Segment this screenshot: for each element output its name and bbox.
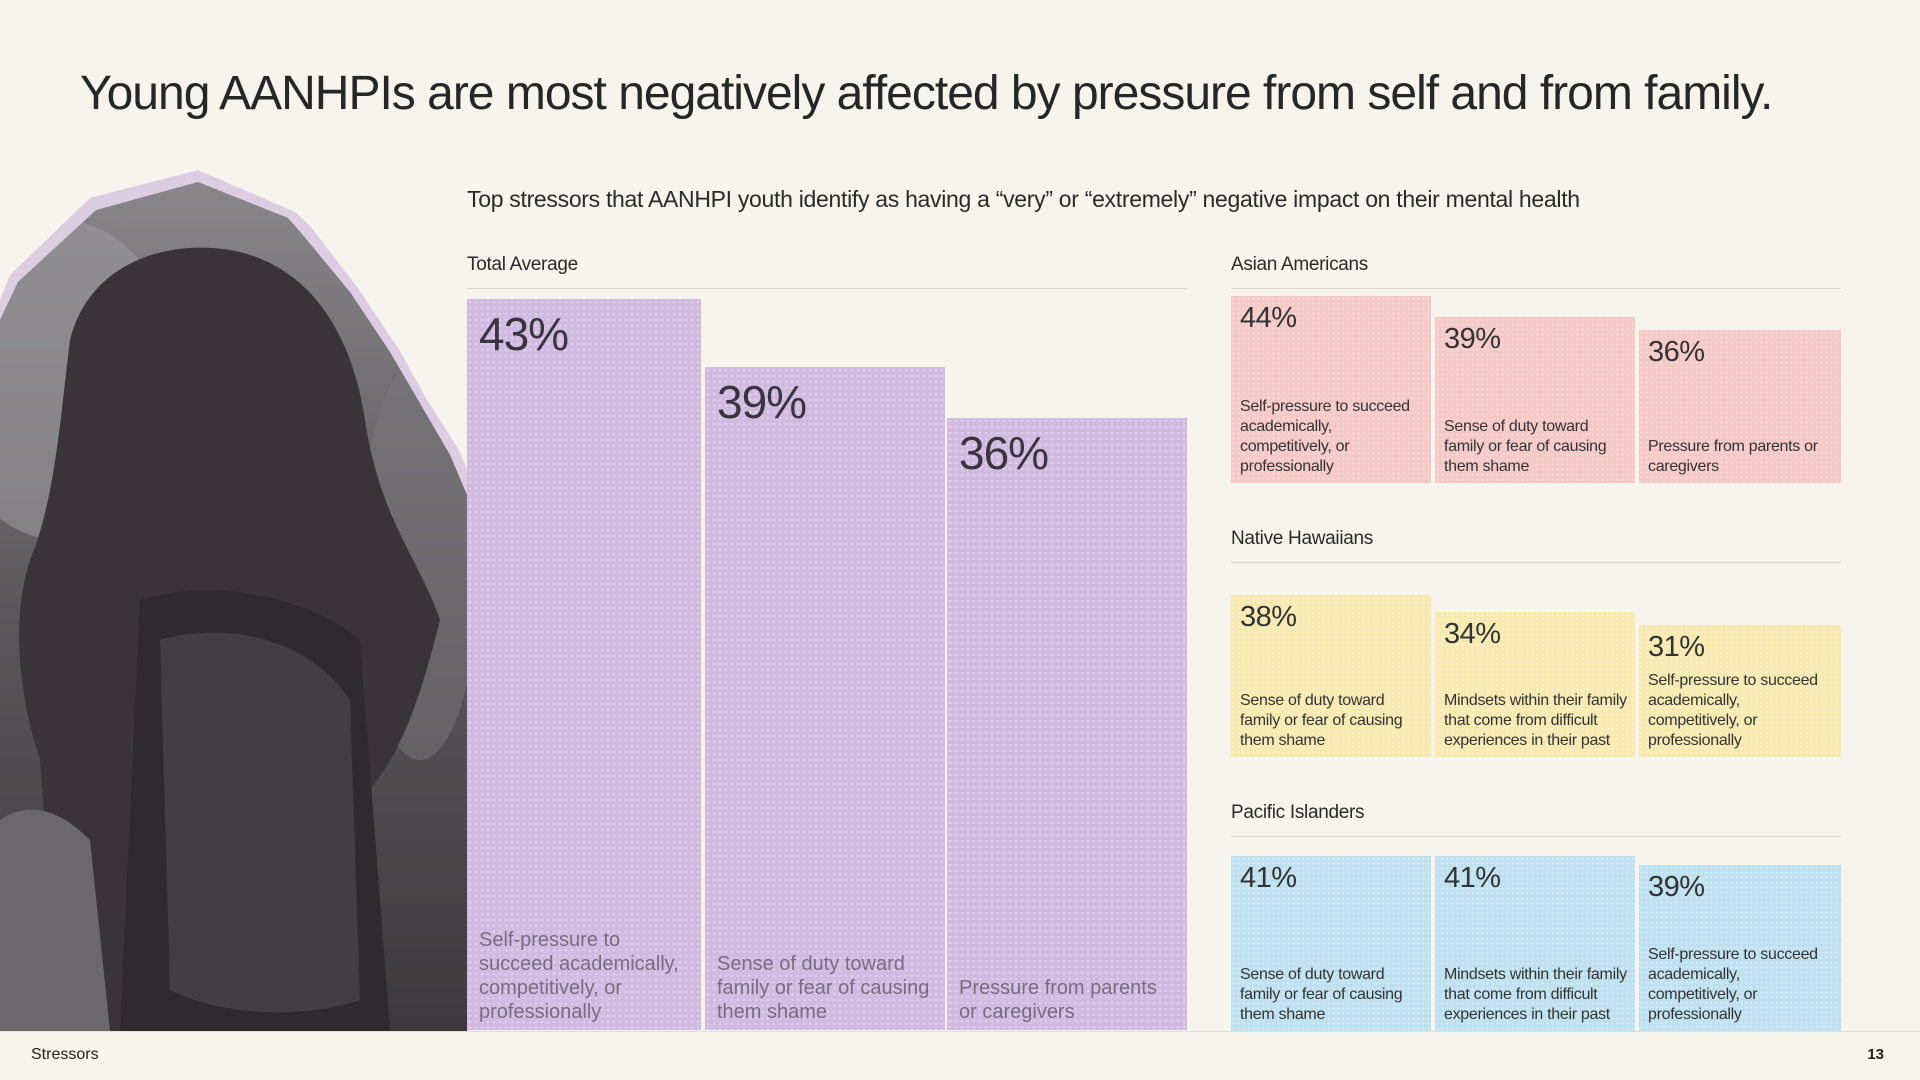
- bar-value-label: 36%: [959, 427, 1049, 479]
- pacific-islanders-chart: 41% Sense of duty toward family or fear o…: [1231, 846, 1841, 1031]
- page-title: Young AANHPIs are most negatively affect…: [80, 67, 1773, 120]
- divider: [1231, 836, 1841, 837]
- bar-category-label: Pressure from parents or caregivers: [1648, 438, 1818, 475]
- bar-category-label: Mindsets within their family that come f…: [1444, 966, 1627, 1023]
- asian-americans-chart: 44% Self-pressure to succeed academically…: [1231, 296, 1841, 483]
- bar-3: 31% Self-pressure to succeed academically…: [1639, 625, 1841, 757]
- bar-value-label: 38%: [1240, 601, 1297, 633]
- bar-category-label: Sense of duty toward family or fear of c…: [1240, 692, 1403, 749]
- page-number: 13: [1867, 1046, 1884, 1063]
- footer-divider: [0, 1031, 1920, 1032]
- divider: [467, 288, 1187, 289]
- divider: [1231, 562, 1841, 563]
- photo-border: [0, 170, 467, 1031]
- panel-title-asian-americans: Asian Americans: [1231, 254, 1369, 275]
- total-average-chart: 43% Self-pressure to succeed academically…: [467, 299, 1187, 1030]
- chart-subtitle: Top stressors that AANHPI youth identify…: [467, 186, 1580, 212]
- bar-2: 39% Sense of duty toward family or fear o…: [705, 367, 945, 1030]
- bar-value-label: 36%: [1648, 336, 1705, 368]
- footer-section-label: Stressors: [31, 1046, 99, 1063]
- bar-category-label: Sense of duty toward family or fear of c…: [1444, 418, 1607, 475]
- bar-category-label: Sense of duty toward family or fear of c…: [1240, 966, 1403, 1023]
- bar-1: 43% Self-pressure to succeed academically…: [467, 299, 701, 1030]
- panel-title-total-average: Total Average: [467, 254, 578, 275]
- divider: [1231, 288, 1841, 289]
- bar-category-label: Self-pressure to succeed academically, c…: [479, 929, 679, 1023]
- panel-title-native-hawaiians: Native Hawaiians: [1231, 528, 1373, 549]
- bar-2: 41% Mindsets within their family that com…: [1435, 856, 1635, 1031]
- bar-2: 39% Sense of duty toward family or fear o…: [1435, 317, 1635, 483]
- bar-value-label: 43%: [479, 308, 569, 360]
- bar-value-label: 39%: [1444, 323, 1501, 355]
- bar-value-label: 41%: [1444, 862, 1501, 894]
- bar-category-label: Self-pressure to succeed academically, c…: [1240, 398, 1410, 475]
- bar-value-label: 41%: [1240, 862, 1297, 894]
- bar-value-label: 34%: [1444, 618, 1501, 650]
- bar-category-label: Sense of duty toward family or fear of c…: [717, 953, 930, 1023]
- bar-value-label: 39%: [1648, 871, 1705, 903]
- bar-value-label: 39%: [717, 376, 807, 428]
- bar-category-label: Self-pressure to succeed academically, c…: [1648, 946, 1818, 1023]
- bar-1: 44% Self-pressure to succeed academically…: [1231, 296, 1431, 483]
- bar-value-label: 31%: [1648, 631, 1705, 663]
- bar-category-label: Self-pressure to succeed academically, c…: [1648, 672, 1818, 749]
- bar-3: 36% Pressure from parents or caregivers: [947, 418, 1187, 1030]
- bar-2: 34% Mindsets within their family that com…: [1435, 612, 1635, 757]
- bar-1: 38% Sense of duty toward family or fear o…: [1231, 595, 1431, 757]
- bar-3: 39% Self-pressure to succeed academically…: [1639, 865, 1841, 1031]
- bar-3: 36% Pressure from parents or caregivers: [1639, 330, 1841, 483]
- bar-category-label: Mindsets within their family that come f…: [1444, 692, 1627, 749]
- bar-category-label: Pressure from parents or caregivers: [959, 977, 1157, 1023]
- bar-value-label: 44%: [1240, 302, 1297, 334]
- bar-1: 41% Sense of duty toward family or fear o…: [1231, 856, 1431, 1031]
- panel-title-pacific-islanders: Pacific Islanders: [1231, 802, 1365, 823]
- native-hawaiians-chart: 38% Sense of duty toward family or fear o…: [1231, 572, 1841, 757]
